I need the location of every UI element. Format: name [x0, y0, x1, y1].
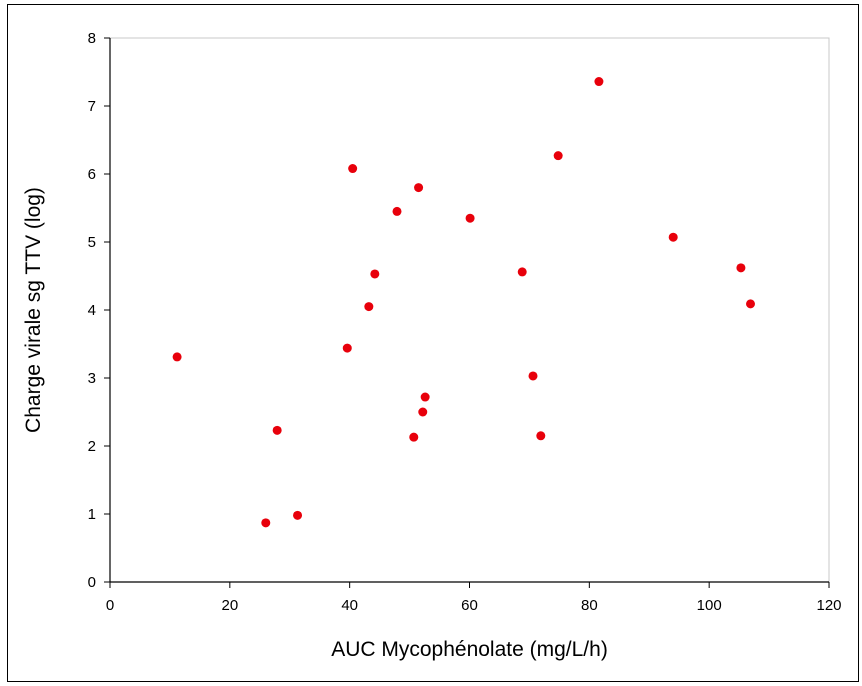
- data-point: [553, 151, 563, 161]
- data-point: [736, 263, 746, 273]
- tick-labels: 0 20 40 60 80 100 120 0 1 2 3 4 5 6 7 8: [88, 30, 842, 614]
- data-point: [370, 269, 380, 279]
- data-point: [172, 352, 182, 362]
- data-point: [517, 267, 527, 277]
- data-point: [342, 343, 352, 353]
- y-tick-label: 0: [88, 574, 96, 591]
- data-point: [528, 371, 538, 381]
- y-tick-label: 6: [88, 166, 96, 183]
- data-point: [420, 392, 430, 402]
- y-tick-label: 8: [88, 30, 96, 47]
- data-point: [364, 302, 374, 312]
- x-tick-label: 60: [461, 597, 478, 614]
- y-tick-label: 5: [88, 234, 96, 251]
- axes: [104, 37, 830, 588]
- data-point: [293, 510, 303, 520]
- data-point: [272, 425, 282, 435]
- data-points: [172, 77, 756, 528]
- x-tick-label: 120: [816, 597, 841, 614]
- y-axis-title: Charge virale sg TTV (log): [22, 187, 45, 433]
- data-point: [746, 299, 756, 309]
- y-tick-label: 1: [88, 506, 96, 523]
- x-axis-title: AUC Mycophénolate (mg/L/h): [331, 638, 608, 661]
- x-tick-label: 100: [697, 597, 722, 614]
- y-tick-label: 7: [88, 98, 96, 115]
- data-point: [418, 407, 428, 417]
- y-tick-label: 2: [88, 438, 96, 455]
- plot-area-border: [109, 37, 830, 583]
- data-point: [594, 77, 604, 87]
- y-tick-label: 4: [88, 302, 96, 319]
- x-tick-label: 0: [106, 597, 114, 614]
- x-tick-label: 40: [341, 597, 358, 614]
- y-tick-label: 3: [88, 370, 96, 387]
- data-point: [392, 206, 402, 216]
- data-point: [465, 213, 475, 223]
- data-point: [668, 232, 678, 242]
- data-point: [261, 518, 271, 528]
- data-point: [414, 183, 424, 193]
- chart-area: [7, 4, 859, 682]
- x-tick-label: 20: [221, 597, 238, 614]
- data-point: [348, 164, 358, 174]
- data-point: [536, 431, 546, 441]
- data-point: [409, 432, 419, 442]
- x-tick-label: 80: [581, 597, 598, 614]
